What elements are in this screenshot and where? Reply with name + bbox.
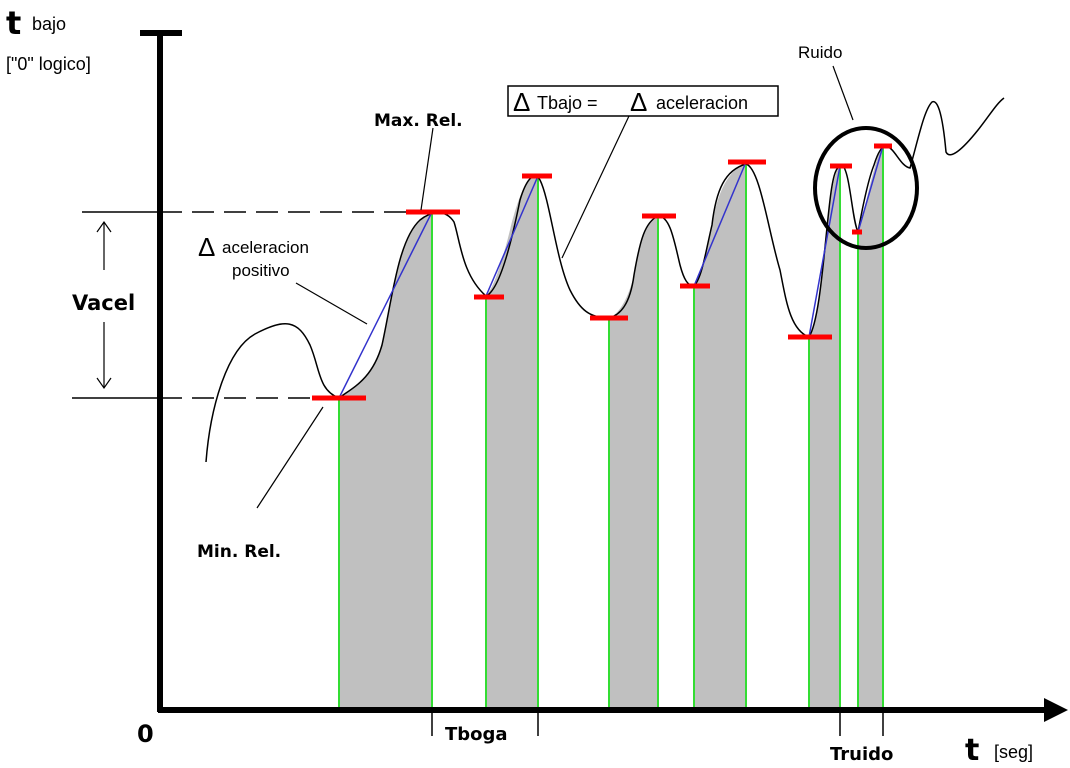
shade-6 (858, 146, 883, 710)
shade-3 (609, 216, 658, 710)
truido-label: Truido (830, 744, 893, 765)
shade-2 (486, 176, 538, 710)
ruido-label: Ruido (798, 43, 842, 62)
min-rel-leader (256, 406, 324, 509)
min-rel-label: Min. Rel. (197, 542, 281, 562)
axis-ticks (431, 712, 884, 736)
formula-text-2: aceleracion (656, 93, 748, 113)
delta-accel-symbol: Δ (198, 232, 215, 262)
vacel-label: Vacel (72, 291, 135, 315)
vacel-arrow (96, 220, 112, 390)
y-axis-desc: ["0" logico] (6, 54, 91, 74)
shade-1 (339, 212, 432, 710)
formula-box (507, 85, 779, 117)
formula-delta-1: Δ (513, 87, 530, 117)
max-rel-leader (420, 127, 434, 211)
interval-lines (338, 146, 884, 710)
delta-accel-leader (295, 282, 368, 325)
formula-text-1: Tbajo = (537, 93, 598, 113)
origin-label: 0 (137, 720, 154, 748)
axes (140, 30, 1068, 722)
shade-5 (809, 166, 840, 710)
extrema-markers (312, 143, 892, 401)
formula-leader (561, 115, 630, 259)
shaded-regions (339, 146, 883, 710)
max-rel-label: Max. Rel. (374, 111, 463, 131)
delta-accel-line1: aceleracion (222, 238, 309, 257)
noise-circle (813, 126, 919, 250)
tboga-label: Tboga (445, 724, 508, 745)
leader-lines (256, 65, 854, 509)
ruido-leader (832, 65, 854, 121)
x-axis-arrow (1044, 698, 1068, 722)
y-axis-sub: bajo (32, 14, 66, 34)
delta-accel-line2: positivo (232, 261, 290, 280)
signal-curve (205, 97, 1005, 463)
shade-4 (694, 162, 746, 710)
x-axis-symbol: t (965, 733, 979, 768)
connector-lines (338, 145, 884, 399)
reference-lines (72, 211, 420, 399)
x-axis-unit: [seg] (994, 742, 1033, 762)
y-axis-symbol: t (6, 4, 21, 42)
formula-delta-2: Δ (630, 87, 647, 117)
